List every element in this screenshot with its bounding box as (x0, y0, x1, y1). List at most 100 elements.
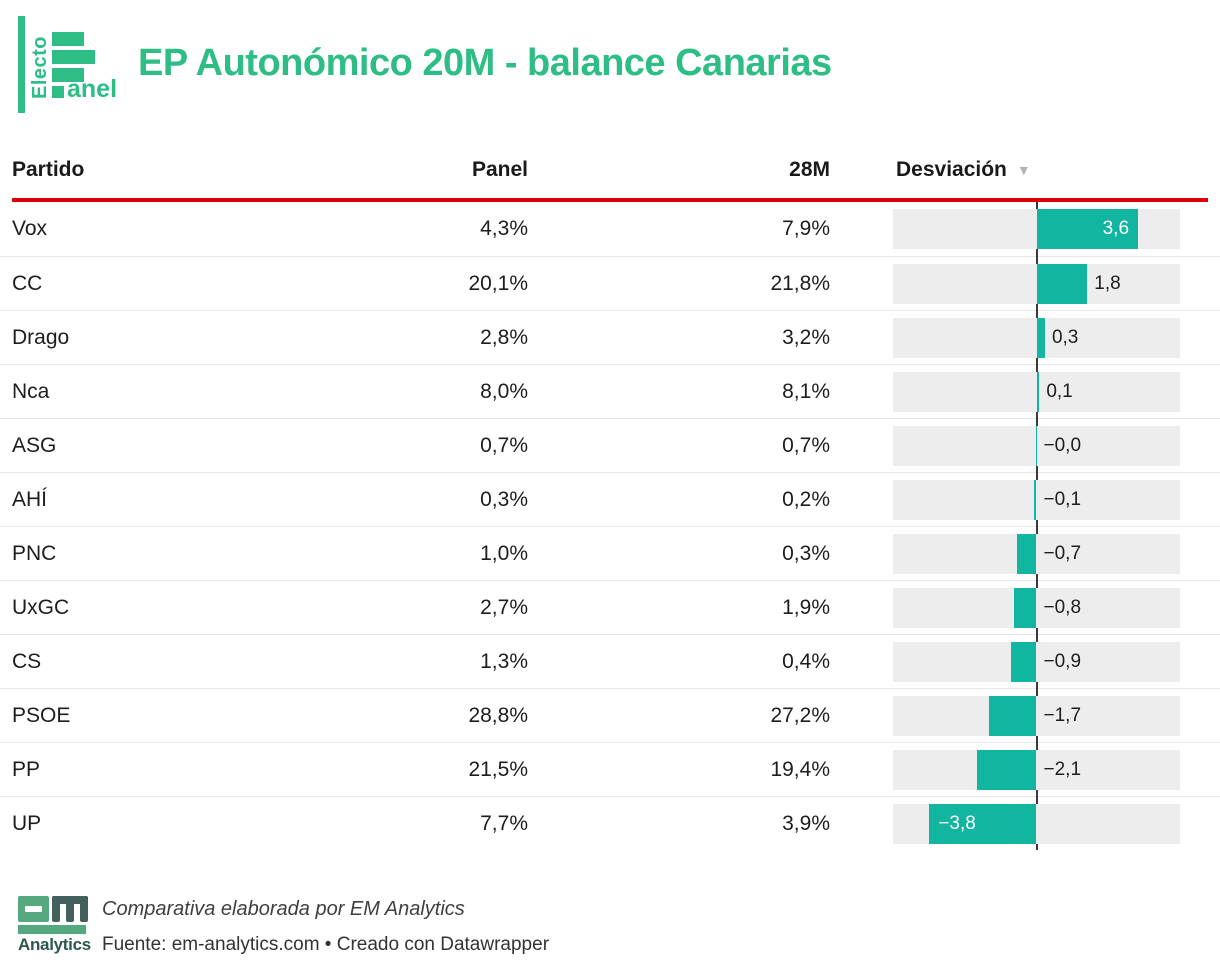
party-name: Drago (12, 326, 70, 349)
deviation-bar (1036, 264, 1088, 304)
row-gap (830, 311, 893, 364)
deviation-bar-cell: 0,1 (893, 365, 1180, 418)
table-row: UxGC 2,7% 1,9% −0,8 (0, 580, 1220, 634)
28m-value: 3,2% (782, 326, 830, 349)
row-gap (830, 257, 893, 310)
row-gap (830, 635, 893, 688)
party-name: Vox (12, 217, 48, 240)
deviation-bar (1036, 209, 1139, 249)
em-logo-m-icon (52, 896, 88, 922)
panel-value: 2,7% (480, 596, 528, 619)
28m-value: 8,1% (782, 380, 830, 403)
logo-square-icon (52, 86, 64, 98)
sort-descending-icon[interactable]: ▼ (1016, 162, 1031, 178)
header-rule (12, 198, 1208, 202)
deviation-bar-cell: −3,8 (893, 797, 1180, 850)
28m-value: 0,4% (782, 650, 830, 673)
party-name: CC (12, 272, 43, 295)
table-row: PNC 1,0% 0,3% −0,7 (0, 526, 1220, 580)
deviation-value: 3,6 (1102, 218, 1130, 239)
deviation-bar (1013, 588, 1037, 628)
bar-track (893, 642, 1180, 682)
electopanel-logo: Electo anel (12, 11, 124, 115)
panel-value: 28,8% (468, 704, 528, 727)
deviation-bar-cell: 0,3 (893, 311, 1180, 364)
deviation-value: −0,8 (1043, 597, 1082, 618)
bar-track (893, 750, 1180, 790)
logo-bar-icon (52, 32, 84, 46)
deviation-value: −3,8 (938, 813, 976, 834)
28m-value: 3,9% (782, 812, 830, 835)
deviation-bar (1035, 426, 1037, 466)
row-gap (830, 743, 893, 796)
bar-track (893, 588, 1180, 628)
deviation-bar-cell: −1,7 (893, 689, 1180, 742)
party-name: PP (12, 758, 41, 781)
deviation-bar (1011, 642, 1037, 682)
28m-value: 19,4% (770, 758, 830, 781)
28m-value: 0,2% (782, 488, 830, 511)
source-line[interactable]: Fuente: em-analytics.com • Creado con Da… (102, 934, 550, 955)
deviation-bar-cell: −0,8 (893, 581, 1180, 634)
column-header-partido[interactable]: Partido (12, 158, 85, 181)
row-gap (830, 419, 893, 472)
logo-bar-icon (52, 50, 95, 64)
28m-value: 27,2% (770, 704, 830, 727)
logo-vertical-bar (18, 16, 25, 113)
row-gap (830, 473, 893, 526)
deviation-bar-cell: −0,9 (893, 635, 1180, 688)
deviation-value: 0,3 (1051, 327, 1079, 348)
row-gap (830, 689, 893, 742)
row-gap (830, 797, 893, 850)
bar-track (893, 534, 1180, 574)
deviation-bar-cell: −0,0 (893, 419, 1180, 472)
panel-value: 21,5% (468, 758, 528, 781)
row-gap (830, 527, 893, 580)
party-name: ASG (12, 434, 57, 457)
28m-value: 21,8% (770, 272, 830, 295)
em-logo-underline-bar (18, 925, 86, 934)
bar-track (893, 426, 1180, 466)
deviation-bar (1016, 534, 1037, 574)
deviation-value: 0,1 (1046, 381, 1073, 402)
party-name: Nca (12, 380, 50, 403)
column-header-desviacion[interactable]: Desviación ▼ (893, 158, 1180, 182)
deviation-value: 1,8 (1094, 273, 1121, 294)
table-body: Vox 4,3% 7,9% 3,6 CC 20,1% 21,8% 1,8 Dra… (0, 202, 1220, 850)
table-row: CS 1,3% 0,4% −0,9 (0, 634, 1220, 688)
deviation-bar (977, 750, 1037, 790)
table-row: Drago 2,8% 3,2% 0,3 (0, 310, 1220, 364)
table-row: PSOE 28,8% 27,2% −1,7 (0, 688, 1220, 742)
deviation-bar (1036, 372, 1040, 412)
party-name: UP (12, 812, 42, 835)
panel-value: 7,7% (480, 812, 528, 835)
deviation-bar (929, 804, 1037, 844)
panel-value: 0,3% (480, 488, 528, 511)
em-analytics-logo: Analytics (18, 896, 91, 955)
table-row: Vox 4,3% 7,9% 3,6 (0, 202, 1220, 256)
logo-anel-text: anel (67, 75, 118, 103)
em-logo-e-icon (18, 896, 49, 922)
table-row: CC 20,1% 21,8% 1,8 (0, 256, 1220, 310)
panel-value: 2,8% (480, 326, 528, 349)
party-name: AHÍ (12, 488, 48, 511)
table-row: ASG 0,7% 0,7% −0,0 (0, 418, 1220, 472)
party-name: UxGC (12, 596, 70, 619)
row-gap (830, 365, 893, 418)
row-gap (830, 202, 893, 256)
column-header-desviacion-label: Desviación (896, 158, 1007, 181)
deviation-bar (1036, 318, 1045, 358)
party-name: CS (12, 650, 42, 673)
column-header-panel[interactable]: Panel (471, 158, 528, 181)
deviation-bar-cell: −2,1 (893, 743, 1180, 796)
page-footer: Analytics Comparativa elaborada por EM A… (0, 886, 1220, 972)
deviation-value: −1,7 (1043, 705, 1082, 726)
column-header-28m[interactable]: 28M (789, 158, 830, 181)
zero-axis-line (1036, 202, 1038, 850)
28m-value: 7,9% (782, 217, 830, 240)
28m-value: 0,7% (782, 434, 830, 457)
panel-value: 1,0% (480, 542, 528, 565)
28m-value: 0,3% (782, 542, 830, 565)
deviation-value: −0,1 (1043, 489, 1082, 510)
deviation-value: −2,1 (1043, 759, 1082, 780)
